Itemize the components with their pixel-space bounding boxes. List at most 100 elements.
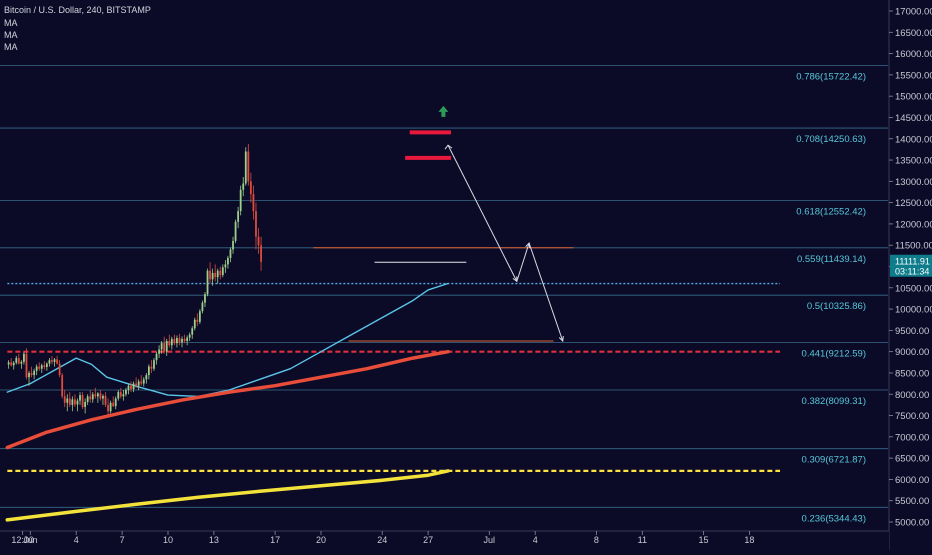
candle-body: [135, 383, 138, 386]
price-tick-label: 12500.00: [895, 198, 932, 209]
moving-average-line: [5, 349, 450, 450]
price-tick-label: 6500.00: [895, 454, 929, 465]
candle-body: [76, 400, 79, 405]
candle-body: [170, 338, 173, 346]
time-tick-label: 4: [533, 535, 538, 545]
candle-body: [224, 264, 227, 268]
candle-body: [229, 249, 232, 258]
candle-body: [191, 328, 194, 335]
candle-body: [51, 360, 53, 362]
drawings: [313, 105, 574, 343]
price-tick-label: 13500.00: [895, 156, 932, 167]
price-tick-label: 12000.00: [895, 219, 932, 230]
price-tick-label: 8000.00: [895, 390, 929, 401]
symbol-title[interactable]: Bitcoin / U.S. Dollar, 240, BITSTAMP: [4, 5, 151, 15]
horizontal-lines: [7, 282, 780, 472]
candle-body: [216, 270, 219, 278]
candle-body: [150, 366, 153, 369]
price-tick-label: 15500.00: [895, 70, 932, 81]
time-tick-label: 17: [270, 535, 280, 545]
candle-body: [40, 365, 43, 369]
candle-body: [193, 319, 196, 329]
candle-body: [160, 343, 163, 350]
candle-body: [81, 395, 84, 408]
candle-body: [209, 270, 211, 280]
candle-body: [196, 319, 199, 322]
candle-body: [206, 270, 209, 295]
candle-body: [94, 394, 97, 397]
price-tick-label: 13000.00: [895, 177, 932, 188]
candle-body: [237, 211, 240, 222]
candle-body: [17, 358, 20, 364]
candle-body: [204, 294, 206, 303]
projection-segment: [528, 242, 564, 342]
price-tick-label: 9000.00: [895, 347, 929, 358]
candle-body: [117, 392, 120, 399]
candle-body: [63, 396, 66, 403]
time-tick-label: 18: [744, 535, 754, 545]
candle-body: [12, 362, 15, 366]
candle-body: [28, 372, 30, 378]
projection-segment: [516, 242, 530, 282]
candle-body: [7, 362, 10, 365]
candle-body: [155, 353, 158, 361]
candle-body: [99, 393, 102, 399]
candle-body: [127, 385, 130, 390]
candle-body: [186, 337, 189, 342]
candle-body: [74, 399, 76, 405]
indicator-ma-2[interactable]: MA: [4, 30, 18, 40]
indicator-ma-3[interactable]: MA: [4, 42, 18, 52]
price-tick-label: 7500.00: [895, 411, 929, 422]
time-tick-label: 20: [316, 535, 326, 545]
fib-label: 0.441(9212.59): [802, 349, 866, 360]
candle-body: [125, 389, 127, 395]
candle-body: [48, 360, 51, 364]
candle-body: [15, 358, 18, 363]
candle-body: [130, 385, 132, 390]
price-tick-label: 10500.00: [895, 283, 932, 294]
candle-body: [114, 398, 117, 407]
indicator-ma-1[interactable]: MA: [4, 18, 18, 28]
candle-body: [198, 311, 201, 322]
candle-body: [142, 379, 145, 384]
candle-body: [61, 375, 64, 397]
price-tick-label: 14500.00: [895, 113, 932, 124]
price-tick-label: 5500.00: [895, 496, 929, 507]
price-tick-label: 16000.00: [895, 49, 932, 60]
fib-label: 0.236(5344.43): [802, 513, 866, 524]
candle-body: [163, 343, 166, 352]
candle-body: [104, 395, 107, 405]
fib-label: 0.786(15722.42): [796, 71, 866, 82]
candle-body: [91, 394, 94, 400]
price-tick-label: 6000.00: [895, 475, 929, 486]
candle-body: [33, 370, 36, 376]
time-tick-label: 12:00: [11, 535, 34, 545]
candle-body: [234, 221, 237, 241]
price-tick-label: 11500.00: [895, 241, 932, 252]
candle-body: [132, 383, 135, 390]
candle-body: [214, 272, 217, 278]
candle-body: [119, 392, 122, 397]
candle-body: [221, 267, 224, 276]
bar-countdown: 03:11:34: [895, 267, 929, 277]
candle-body: [112, 402, 115, 407]
candle-body: [35, 366, 38, 371]
time-tick-label: 8: [594, 535, 599, 545]
price-axis[interactable]: 5000.00 5500.00 6000.00 6500.00 7000.00 7500.…: [888, 0, 932, 550]
candle-body: [68, 398, 71, 405]
candle-body: [38, 366, 41, 369]
candle-body: [30, 372, 33, 376]
candle-body: [71, 399, 74, 405]
candle-body: [244, 151, 247, 184]
candle-body: [232, 240, 234, 250]
candle-body: [183, 338, 186, 342]
time-tick-label: 24: [377, 535, 387, 545]
time-tick-label: 13: [209, 535, 219, 545]
candle-body: [227, 257, 229, 265]
candle-body: [43, 365, 46, 367]
candle-body: [147, 366, 150, 376]
price-tick-label: 15000.00: [895, 92, 932, 103]
